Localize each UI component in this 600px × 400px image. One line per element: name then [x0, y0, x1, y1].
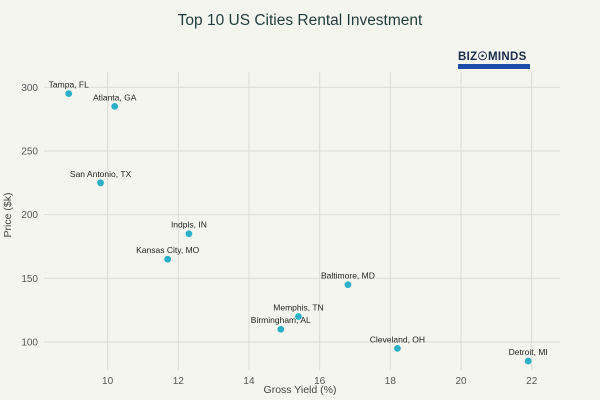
x-tick-label: 16 [314, 376, 326, 387]
chart-title: Top 10 US Cities Rental Investment [177, 12, 423, 29]
logo-wordmark: BIZ☉MINDS [458, 51, 527, 63]
point-label: Tampa, FL [49, 80, 89, 90]
y-tick-label: 250 [21, 146, 38, 157]
data-point [65, 90, 73, 98]
bizminds-logo: BIZ☉MINDS [458, 51, 530, 70]
point-label: Cleveland, OH [370, 334, 425, 344]
y-tick-label: 100 [21, 337, 38, 348]
data-point [394, 344, 401, 352]
point-label: Atlanta, GA [93, 92, 137, 102]
data-point [344, 281, 352, 289]
tick-labels: 10 12 14 16 18 20 22 100 150 200 250 300 [21, 83, 537, 387]
x-tick-label: 22 [526, 376, 538, 387]
logo-tagline-bar [458, 64, 530, 69]
data-point [295, 313, 302, 320]
x-axis-title: Gross Yield (%) [264, 384, 337, 396]
y-tick-label: 200 [21, 210, 38, 221]
y-tick-label: 150 [21, 274, 38, 285]
x-tick-label: 20 [455, 376, 467, 387]
point-label: Indpls, IN [171, 220, 207, 230]
point-label: Detroit, MI [509, 347, 548, 357]
data-point [185, 230, 193, 238]
point-label: San Antonio, TX [70, 169, 132, 179]
data-point [277, 325, 285, 333]
data-point [164, 255, 172, 263]
point-label: Baltimore, MD [321, 271, 375, 281]
point-label: Birmingham, AL [251, 315, 311, 325]
data-points: Tampa, FL Atlanta, GA San Antonio, TX Indpl… [49, 80, 548, 365]
data-point [111, 102, 119, 110]
point-label: Memphis, TN [273, 303, 323, 313]
grid-lines [44, 72, 560, 370]
x-tick-label: 18 [385, 376, 397, 387]
data-point [524, 357, 532, 365]
x-tick-label: 10 [102, 376, 114, 387]
y-tick-label: 300 [21, 83, 38, 94]
x-tick-label: 12 [173, 376, 185, 387]
data-point [97, 179, 104, 187]
point-label: Kansas City, MO [136, 245, 200, 255]
y-axis-title: Price ($k) [2, 193, 14, 238]
x-tick-label: 14 [243, 376, 255, 387]
